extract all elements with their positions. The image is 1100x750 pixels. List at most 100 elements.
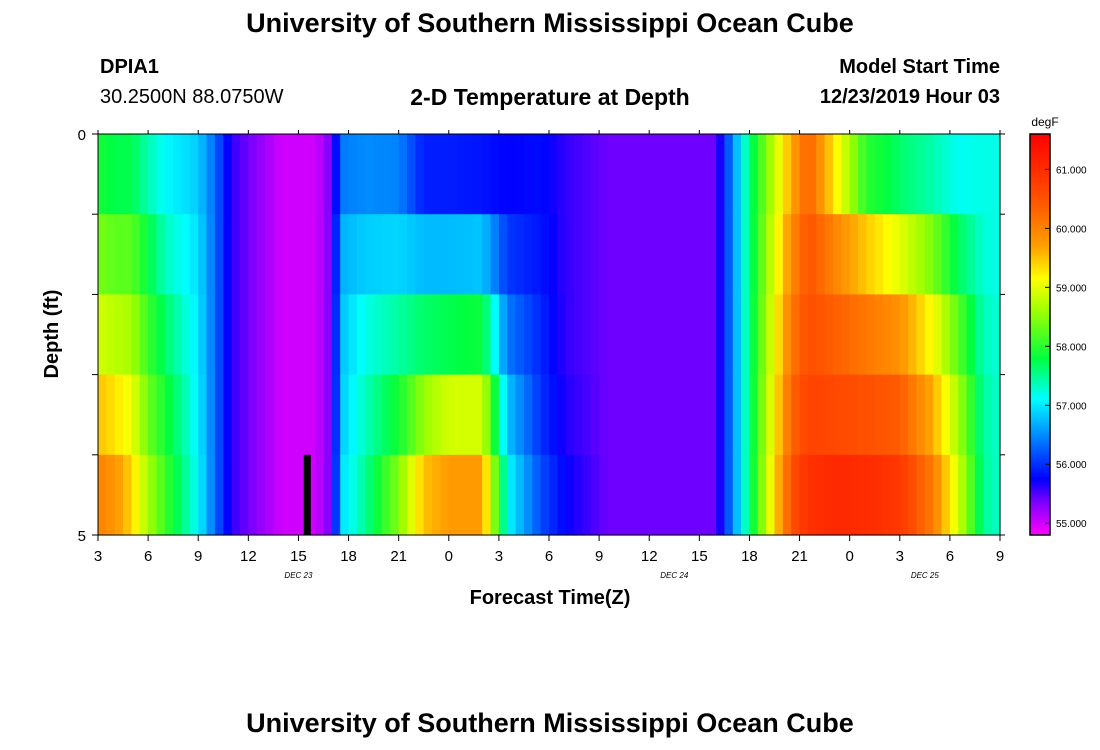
heatmap-cell: [290, 294, 300, 376]
heatmap-cell: [799, 374, 809, 456]
heatmap-cell: [549, 454, 558, 536]
heatmap-cell: [348, 214, 358, 295]
heatmap-cell: [565, 134, 575, 215]
heatmap-cell: [716, 374, 725, 456]
heatmap-cell: [156, 214, 166, 295]
heatmap-cell: [189, 134, 199, 215]
heatmap-cell: [465, 294, 475, 376]
x-tick-label: 15: [290, 548, 307, 565]
heatmap-cell: [457, 214, 467, 295]
heatmap-cell: [139, 294, 149, 376]
heatmap-cell: [365, 134, 375, 215]
heatmap-cell: [465, 454, 475, 536]
heatmap-cell: [398, 214, 408, 295]
heatmap-cell: [974, 454, 984, 536]
heatmap-cell: [707, 134, 717, 215]
heatmap-cell: [189, 374, 199, 456]
heatmap-cell: [498, 214, 508, 295]
heatmap-cell: [106, 134, 116, 215]
heatmap-cell: [933, 214, 943, 295]
heatmap-cell: [958, 134, 968, 215]
heatmap-cell: [557, 294, 567, 376]
heatmap-cell: [590, 454, 600, 536]
heatmap-cell: [891, 214, 901, 295]
heatmap-cell: [189, 214, 199, 295]
heatmap-cell: [306, 374, 316, 456]
heatmap-cell: [933, 294, 943, 376]
heatmap-cell: [515, 214, 525, 295]
heatmap-cell: [941, 214, 951, 295]
heatmap-cell: [381, 294, 391, 376]
heatmap-cell: [707, 214, 717, 295]
heatmap-cell: [649, 214, 659, 295]
heatmap-cell: [98, 134, 107, 215]
heatmap-cell: [331, 294, 341, 376]
heatmap-cell: [131, 214, 141, 295]
heatmap-cell: [206, 374, 216, 456]
heatmap-cell: [924, 294, 934, 376]
heatmap-cell: [306, 134, 316, 215]
heatmap-cell: [565, 454, 575, 536]
heatmap-cell: [824, 454, 834, 536]
heatmap-cell: [365, 294, 375, 376]
heatmap-cell: [807, 214, 817, 295]
heatmap-cell: [607, 374, 617, 456]
heatmap-cell: [198, 374, 208, 456]
heatmap-cell: [540, 214, 550, 295]
heatmap-cell: [156, 134, 166, 215]
x-axis: 3 6 9 12 15 18 21 0 3 6 9 12 15 18 21 0 3 6 9: [94, 130, 1004, 565]
heatmap-cell: [448, 294, 458, 376]
heatmap-cell: [532, 214, 542, 295]
heatmap-cell: [716, 294, 725, 376]
heatmap-cell: [966, 374, 976, 456]
heatmap-cell: [390, 454, 400, 536]
heatmap-cell: [348, 454, 358, 536]
heatmap-cell: [423, 134, 433, 215]
heatmap-cell: [532, 374, 542, 456]
heatmap-cell: [690, 134, 700, 215]
heatmap-cell: [757, 374, 767, 456]
heatmap-cell: [390, 374, 400, 456]
heatmap-cell: [231, 374, 241, 456]
heatmap-cell: [891, 374, 901, 456]
heatmap-cell: [816, 134, 826, 215]
heatmap-cell: [457, 454, 467, 536]
heatmap-cell: [549, 374, 558, 456]
heatmap-cell: [173, 374, 183, 456]
x-tick-label: 9: [194, 548, 202, 565]
heatmap-cell: [515, 374, 525, 456]
heatmap-cell: [131, 294, 141, 376]
heatmap-cell: [114, 214, 124, 295]
x-tick-label: 3: [495, 548, 503, 565]
heatmap-cell: [757, 134, 767, 215]
heatmap-cell: [181, 134, 191, 215]
heatmap-cell: [198, 454, 208, 536]
heatmap-cell: [766, 134, 776, 215]
heatmap-cell: [791, 454, 801, 536]
heatmap-cell: [298, 374, 308, 456]
heatmap-cell: [724, 134, 734, 215]
heatmap-cell: [916, 214, 926, 295]
heatmap-cell: [198, 294, 208, 376]
heatmap-cell: [173, 214, 183, 295]
heatmap-cell: [732, 214, 742, 295]
heatmap-cell: [423, 374, 433, 456]
heatmap-cell: [356, 454, 366, 536]
heatmap-cell: [640, 454, 650, 536]
heatmap-cell: [231, 134, 241, 215]
x-tick-label: 9: [595, 548, 603, 565]
heatmap-cell: [749, 134, 759, 215]
heatmap-cell: [841, 374, 851, 456]
heatmap-cell: [690, 294, 700, 376]
heatmap-cell: [607, 134, 617, 215]
heatmap-cell: [164, 294, 174, 376]
heatmap-cell: [340, 454, 350, 536]
heatmap-cell: [774, 454, 784, 536]
heatmap-cell: [98, 374, 107, 456]
heatmap-cell: [615, 374, 625, 456]
heatmap-cell: [523, 294, 533, 376]
heatmap-cell: [782, 294, 792, 376]
heatmap-cell: [807, 454, 817, 536]
heatmap-cell: [832, 134, 842, 215]
heatmap-cell: [665, 214, 675, 295]
